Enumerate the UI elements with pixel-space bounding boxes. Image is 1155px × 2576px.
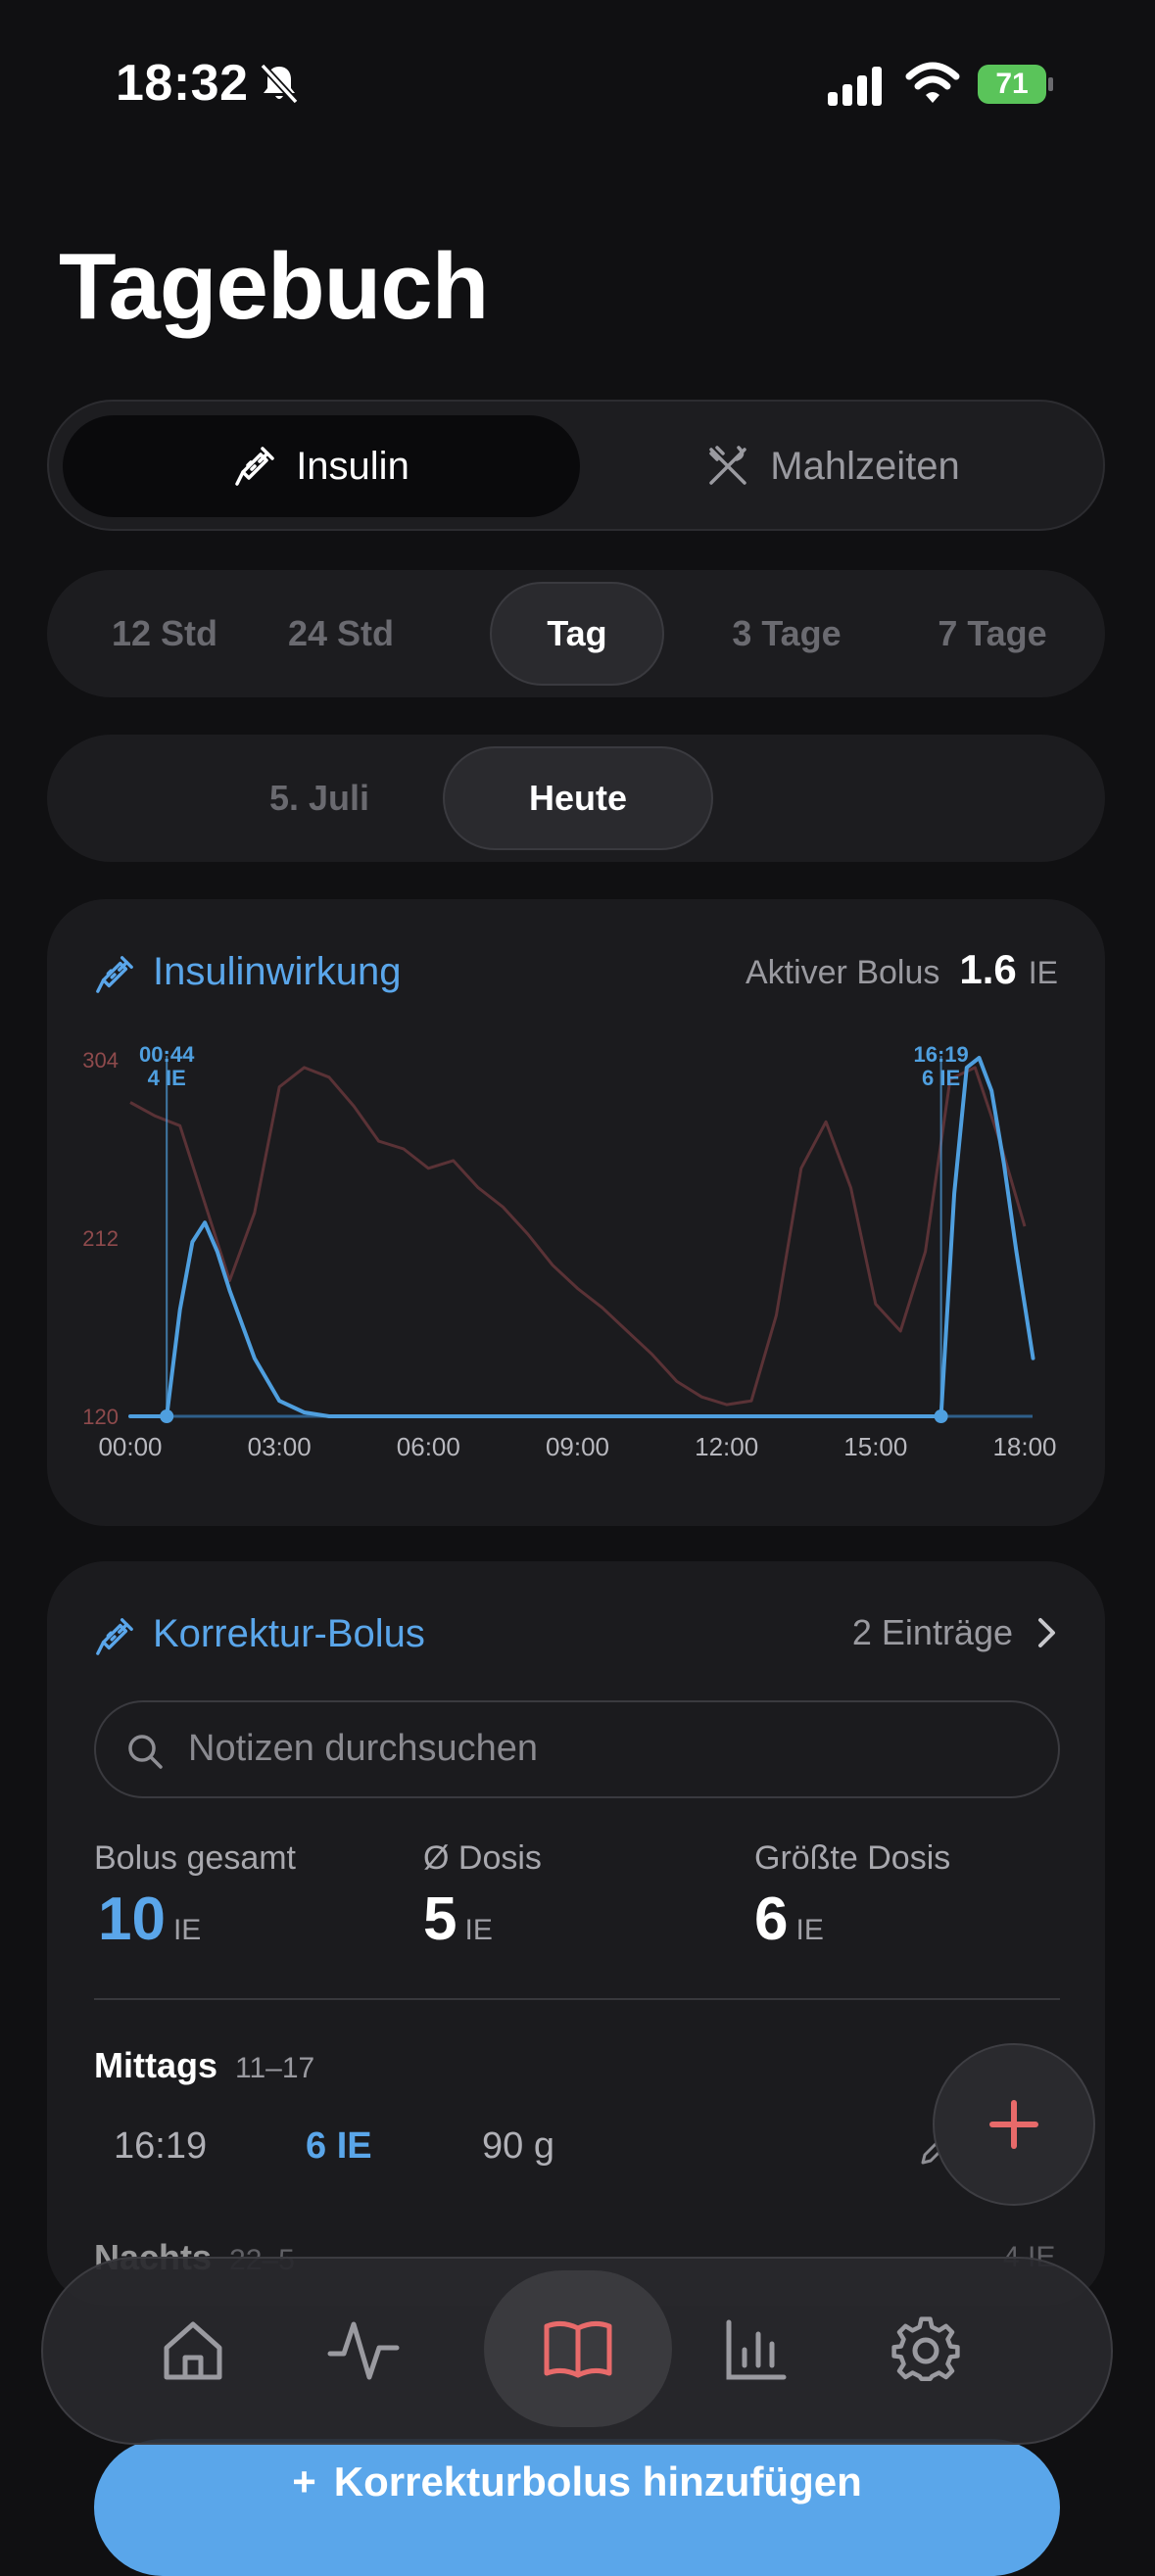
- x-tick-label: 06:00: [397, 1432, 460, 1461]
- entries-count: 2 Einträge: [851, 1612, 1013, 1652]
- y-tick-label: 120: [82, 1405, 119, 1429]
- search-icon: [128, 1735, 163, 1769]
- stat-total-label: Bolus gesamt: [94, 1839, 296, 1877]
- syringe-icon: [235, 447, 274, 486]
- stat-avg-unit: IE: [464, 1914, 493, 1946]
- effect-card-title: Insulinwirkung: [153, 950, 402, 993]
- bolus-card-title: Korrektur-Bolus: [153, 1612, 425, 1655]
- entry-time: 16:19: [114, 2125, 208, 2167]
- active-bolus-value: 1.6: [959, 946, 1017, 992]
- bar-chart-icon: [726, 2319, 787, 2380]
- tab-home[interactable]: [120, 2259, 266, 2443]
- active-bolus-unit: IE: [1028, 955, 1058, 990]
- glucose-line: [129, 1066, 1027, 1407]
- entries-link[interactable]: 2 Einträge: [852, 1612, 1058, 1653]
- search-placeholder: Notizen durchsuchen: [188, 1728, 538, 1769]
- x-tick-label: 15:00: [843, 1432, 907, 1461]
- dose-annotation-time: 00:44: [139, 1042, 195, 1067]
- add-correction-bolus-button[interactable]: + Korrekturbolus hinzufügen: [94, 2439, 1060, 2576]
- stat-total-value: 10: [98, 1885, 166, 1953]
- range-3d[interactable]: 3 Tage: [732, 613, 842, 653]
- entry-carbs: 90 g: [482, 2125, 554, 2167]
- notes-search-field[interactable]: Notizen durchsuchen: [94, 1700, 1060, 1798]
- x-tick-label: 03:00: [248, 1432, 312, 1461]
- insulin-activity-line: [128, 1056, 1035, 1418]
- active-bolus-label: Aktiver Bolus: [745, 954, 940, 991]
- range-12h[interactable]: 12 Std: [111, 613, 218, 653]
- entry-dose: 6 IE: [306, 2125, 372, 2167]
- date-previous[interactable]: 5. Juli: [268, 778, 370, 818]
- status-time: 18:32: [116, 55, 249, 112]
- plus-icon: [989, 2100, 1038, 2149]
- category-segmented-control: Insulin Mahlzeiten: [47, 400, 1105, 531]
- stat-avg-value: 5: [423, 1885, 457, 1953]
- x-tick-label: 00:00: [98, 1432, 162, 1461]
- insulin-chart: 304 212 120 00:00 03:00 06:00 09:00 12:00 15:00 1…: [82, 1042, 1056, 1461]
- group-header-midday: Mittags 11–17: [94, 2045, 314, 2086]
- insulin-effect-card: Insulinwirkung Aktiver Bolus 1.6 IE 304 2…: [47, 899, 1105, 1526]
- bolus-entry-row[interactable]: 16:19 6 IE 90 g: [94, 2125, 976, 2184]
- page-title: Tagebuch: [59, 234, 489, 339]
- x-tick-label: 12:00: [695, 1432, 758, 1461]
- dose-annotation-dose: 6 IE: [922, 1066, 960, 1090]
- book-icon: [544, 2320, 612, 2378]
- bottom-tab-bar: [41, 2257, 1113, 2445]
- stat-max-unit: IE: [795, 1914, 824, 1946]
- stat-total: 10 IE: [98, 1884, 201, 1954]
- syringe-icon: [96, 956, 133, 993]
- add-plus-icon: +: [292, 2458, 316, 2504]
- tab-insulin[interactable]: Insulin: [63, 415, 580, 517]
- y-tick-label: 304: [82, 1048, 119, 1073]
- stat-avg-label: Ø Dosis: [423, 1839, 542, 1877]
- x-tick-label: 18:00: [992, 1432, 1056, 1461]
- date-selector: 5. Juli Heute: [47, 735, 1105, 862]
- group-range: 11–17: [235, 2052, 315, 2084]
- date-today[interactable]: Heute: [443, 746, 713, 850]
- x-tick-label: 09:00: [546, 1432, 609, 1461]
- divider: [94, 1998, 1060, 2000]
- home-icon: [164, 2321, 222, 2380]
- activity-icon: [327, 2321, 400, 2380]
- tab-meals[interactable]: Mahlzeiten: [574, 415, 1091, 517]
- tab-activity[interactable]: [290, 2259, 437, 2443]
- cellular-signal-icon: [828, 67, 882, 106]
- chevron-right-icon: [1038, 1618, 1055, 1647]
- range-day[interactable]: Tag: [490, 582, 664, 686]
- stat-max-label: Größte Dosis: [754, 1839, 951, 1877]
- group-name: Mittags: [94, 2045, 217, 2085]
- battery-indicator: 71: [978, 65, 1056, 104]
- stat-total-unit: IE: [172, 1914, 202, 1946]
- gear-icon: [891, 2316, 960, 2382]
- stat-max: 6 IE: [754, 1884, 824, 1954]
- tab-diary[interactable]: [484, 2270, 672, 2427]
- correction-bolus-card: Korrektur-Bolus 2 Einträge: [47, 1561, 1105, 2306]
- battery-percent: 71: [995, 68, 1029, 100]
- bell-slash-icon: [260, 63, 299, 105]
- tab-statistics[interactable]: [682, 2259, 829, 2443]
- wifi-icon: [905, 62, 960, 103]
- dose-annotation-time: 16:19: [913, 1042, 968, 1067]
- syringe-icon: [96, 1618, 133, 1655]
- fork-knife-crossed-icon: [709, 446, 747, 485]
- dose-annotation-dose: 4 IE: [148, 1066, 186, 1090]
- stat-max-value: 6: [754, 1885, 789, 1953]
- stat-avg: 5 IE: [423, 1884, 493, 1954]
- add-button-label: Korrekturbolus hinzufügen: [333, 2458, 862, 2504]
- tab-meals-label: Mahlzeiten: [770, 444, 960, 488]
- time-range-selector: 12 Std 24 Std Tag 3 Tage 7 Tage: [47, 570, 1105, 697]
- range-7d[interactable]: 7 Tage: [938, 613, 1047, 653]
- add-entry-button[interactable]: [933, 2043, 1095, 2206]
- y-tick-label: 212: [82, 1226, 119, 1251]
- tab-insulin-label: Insulin: [296, 444, 409, 488]
- range-24h[interactable]: 24 Std: [287, 613, 395, 653]
- tab-settings[interactable]: [852, 2259, 999, 2443]
